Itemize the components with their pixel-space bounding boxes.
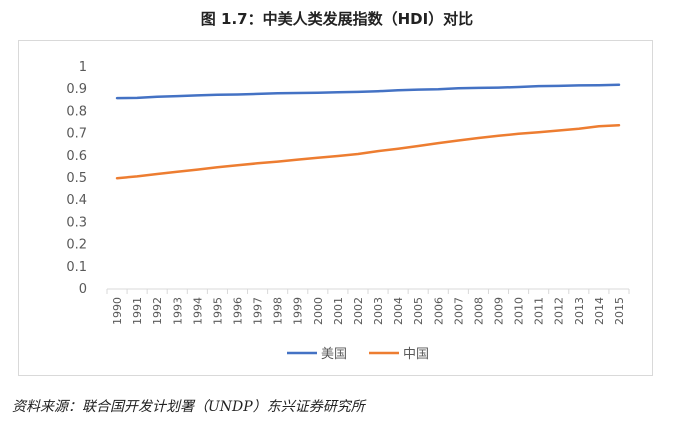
- x-tick-label: 2009: [493, 297, 506, 325]
- y-tick-label: 0.3: [66, 215, 87, 230]
- y-tick-label: 0.4: [66, 193, 87, 208]
- y-tick-label: 0.2: [66, 238, 87, 253]
- y-tick-label: 0.7: [66, 127, 87, 142]
- y-tick-label: 0.6: [66, 149, 87, 164]
- y-tick-label: 0.5: [66, 171, 87, 186]
- y-tick-label: 0: [79, 282, 87, 297]
- x-tick-label: 1995: [211, 297, 224, 325]
- y-tick-label: 1: [79, 60, 87, 75]
- x-tick-label: 1990: [111, 297, 124, 325]
- x-tick-label: 1999: [292, 297, 305, 325]
- series-line-usa: [115, 83, 621, 100]
- x-tick-label: 2015: [613, 297, 626, 325]
- x-tick-label: 1991: [131, 297, 144, 325]
- x-tick-label: 2012: [553, 297, 566, 325]
- chart-frame: 0 0.1 0.2 0.3 0.4 0.5 0.6 0.7 0.8 0.9 1 1990 1991 199…: [18, 40, 653, 376]
- y-tick-label: 0.1: [66, 260, 87, 275]
- y-tick-label: 0.9: [66, 82, 87, 97]
- y-tick-label: 0.8: [66, 104, 87, 119]
- x-tick-label: 2007: [452, 297, 465, 325]
- x-tick-label: 2003: [372, 297, 385, 325]
- legend-label-china: 中国: [403, 347, 429, 362]
- x-tick-label: 1996: [232, 297, 245, 325]
- x-tick-label: 1992: [151, 297, 164, 325]
- source-note: 资料来源：联合国开发计划署（UNDP）东兴证券研究所: [12, 399, 365, 415]
- x-tick-label: 2010: [513, 297, 526, 325]
- x-tick-label: 1994: [191, 297, 204, 325]
- x-tick-label: 2001: [332, 297, 345, 325]
- series-line-china: [115, 123, 621, 180]
- x-tick-label: 2008: [472, 297, 485, 325]
- x-tick-label: 1993: [171, 297, 184, 325]
- x-tick-label: 2000: [312, 297, 325, 325]
- x-tick-label: 1998: [272, 297, 285, 325]
- x-tick-label: 2014: [593, 297, 606, 325]
- legend-label-usa: 美国: [321, 347, 347, 362]
- hdi-line-chart: 0 0.1 0.2 0.3 0.4 0.5 0.6 0.7 0.8 0.9 1 1990 1991 199…: [66, 60, 630, 362]
- x-tick-label: 2004: [392, 297, 405, 325]
- x-tick-label: 2013: [573, 297, 586, 325]
- chart-title: 图 1.7：中美人类发展指数（HDI）对比: [200, 10, 474, 28]
- x-tick-label: 2006: [432, 297, 445, 325]
- x-tick-label: 2005: [412, 297, 425, 325]
- x-tick-label: 1997: [252, 297, 265, 325]
- x-tick-label: 2011: [533, 297, 546, 325]
- x-tick-label: 2002: [352, 297, 365, 325]
